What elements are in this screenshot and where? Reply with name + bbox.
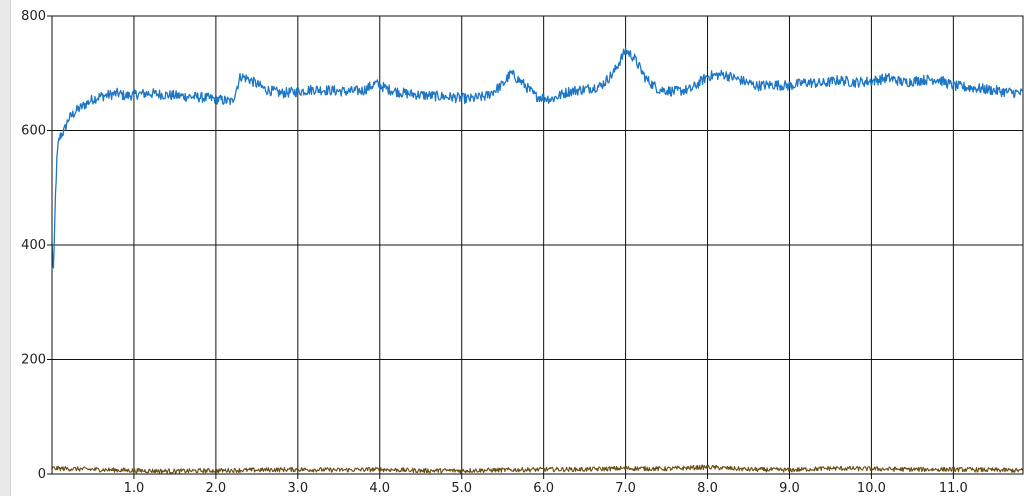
x-tick-label: 9.0	[779, 481, 800, 496]
x-tick-label: 4.0	[369, 481, 390, 496]
x-tick-label: 6.0	[533, 481, 554, 496]
x-axis-ticks: 1.0 2.0 3.0 4.0 5.0 6.0 7.0 8.0 9.0 10.0 11.0	[124, 474, 968, 496]
y-tick-label: 0	[38, 467, 46, 482]
y-tick-label: 400	[21, 238, 46, 253]
left-gutter	[0, 0, 11, 496]
x-tick-label: 1.0	[124, 481, 145, 496]
x-tick-label: 11.0	[939, 481, 968, 496]
x-tick-label: 2.0	[206, 481, 227, 496]
x-tick-label: 5.0	[451, 481, 472, 496]
x-tick-label: 8.0	[697, 481, 718, 496]
x-tick-label: 7.0	[615, 481, 636, 496]
y-axis-ticks: 0 200 400 600 800	[21, 9, 52, 482]
x-tick-label: 3.0	[287, 481, 308, 496]
y-tick-label: 800	[21, 9, 46, 24]
series-line-1	[51, 47, 1023, 269]
x-tick-label: 10.0	[857, 481, 886, 496]
series-line-2	[51, 464, 1024, 474]
y-tick-label: 600	[21, 124, 46, 139]
y-tick-label: 200	[21, 353, 46, 368]
grid-lines	[52, 16, 1023, 474]
series-group	[51, 47, 1024, 474]
